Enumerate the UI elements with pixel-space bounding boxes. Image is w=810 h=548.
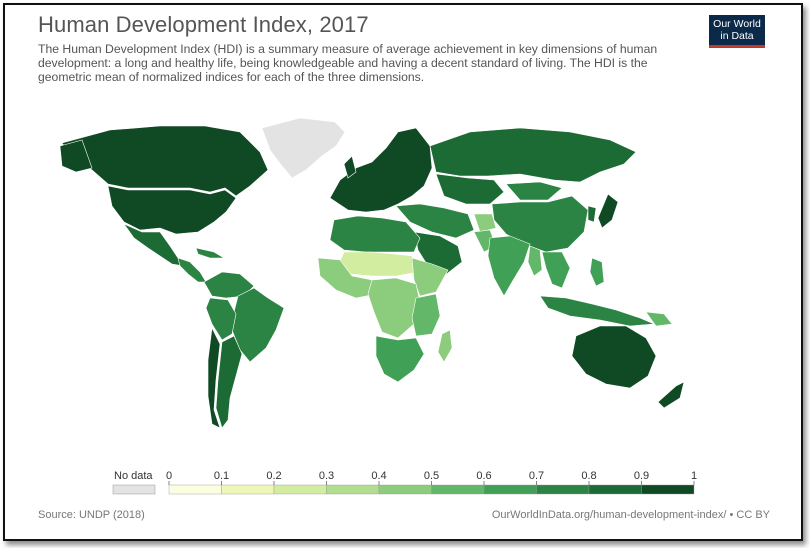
region-australia[interactable]: [571, 325, 657, 389]
region-europe[interactable]: [329, 127, 433, 213]
region-png[interactable]: [645, 311, 673, 327]
legend-bin-8[interactable]: [588, 484, 642, 495]
region-argentina[interactable]: [215, 335, 243, 429]
page-title: Human Development Index, 2017: [38, 12, 369, 37]
region-mongolia[interactable]: [505, 181, 563, 201]
legend-bin-3[interactable]: [326, 484, 380, 495]
legend-tick-label: 0.3: [319, 470, 334, 482]
legend-tick-label: 0: [166, 470, 172, 482]
region-usa[interactable]: [107, 185, 237, 235]
region-southern-africa[interactable]: [375, 335, 425, 383]
region-india[interactable]: [487, 235, 531, 297]
region-indochina[interactable]: [541, 251, 571, 289]
legend-bin-1[interactable]: [221, 484, 275, 495]
region-chile[interactable]: [207, 326, 221, 429]
legend-bin-4[interactable]: [378, 484, 432, 495]
source-note: Source: UNDP (2018): [38, 509, 145, 521]
region-caribbean[interactable]: [195, 247, 226, 259]
legend-bin-2[interactable]: [273, 484, 327, 495]
logo-line-1: Our World: [713, 18, 761, 30]
region-philippines[interactable]: [589, 257, 605, 287]
region-madagascar[interactable]: [437, 329, 453, 363]
legend-no-data-label: No data: [114, 470, 153, 482]
legend-tick-label: 0.1: [214, 470, 229, 482]
legend-tick-label: 0.8: [581, 470, 596, 482]
region-canada[interactable]: [61, 125, 269, 197]
legend-bin-7[interactable]: [536, 484, 590, 495]
legend-tick-label: 1: [691, 470, 697, 482]
legend-tick-label: 0.2: [266, 470, 281, 482]
legend-tick-label: 0.6: [476, 470, 491, 482]
region-korea[interactable]: [587, 205, 597, 223]
region-alaska[interactable]: [59, 139, 93, 173]
legend-bin-9[interactable]: [641, 484, 695, 495]
legend-tick-label: 0.7: [529, 470, 544, 482]
region-myanmar[interactable]: [527, 245, 543, 277]
region-east-africa[interactable]: [411, 293, 441, 337]
region-turkey-iran[interactable]: [395, 203, 475, 239]
region-central-america[interactable]: [177, 257, 207, 283]
legend-bins: [168, 484, 695, 495]
legend-tick-label: 0.9: [634, 470, 649, 482]
region-arabia[interactable]: [413, 231, 463, 277]
region-new-zealand[interactable]: [657, 381, 685, 409]
chart-subtitle: The Human Development Index (HDI) is a s…: [38, 42, 658, 84]
logo-line-2: in Data: [720, 30, 754, 42]
region-china[interactable]: [491, 195, 589, 253]
region-greenland[interactable]: [261, 117, 346, 179]
legend-bin-5[interactable]: [431, 484, 485, 495]
region-horn-africa[interactable]: [411, 257, 449, 297]
legend-bin-0[interactable]: [168, 484, 222, 495]
region-japan[interactable]: [597, 193, 619, 229]
legend-tick-label: 0.5: [424, 470, 439, 482]
legend-tick-label: 0.4: [371, 470, 386, 482]
region-north-africa[interactable]: [329, 215, 421, 253]
legend-no-data-swatch[interactable]: [112, 484, 156, 495]
region-indonesia[interactable]: [539, 295, 655, 327]
credit-link[interactable]: OurWorldInData.org/human-development-ind…: [491, 509, 770, 521]
legend-ticks: 0 0.1 0.2 0.3 0.4 0.5 0.6 0.7 0.8 0.9 1: [166, 470, 697, 485]
region-afghanistan[interactable]: [473, 213, 497, 233]
region-central-africa[interactable]: [367, 277, 421, 339]
region-russia[interactable]: [429, 127, 637, 183]
region-uk[interactable]: [343, 155, 357, 179]
region-peru-bolivia[interactable]: [205, 297, 237, 341]
region-kazakhstan[interactable]: [435, 173, 505, 205]
owid-logo[interactable]: Our World in Data: [709, 15, 765, 48]
legend-bin-6[interactable]: [483, 484, 537, 495]
